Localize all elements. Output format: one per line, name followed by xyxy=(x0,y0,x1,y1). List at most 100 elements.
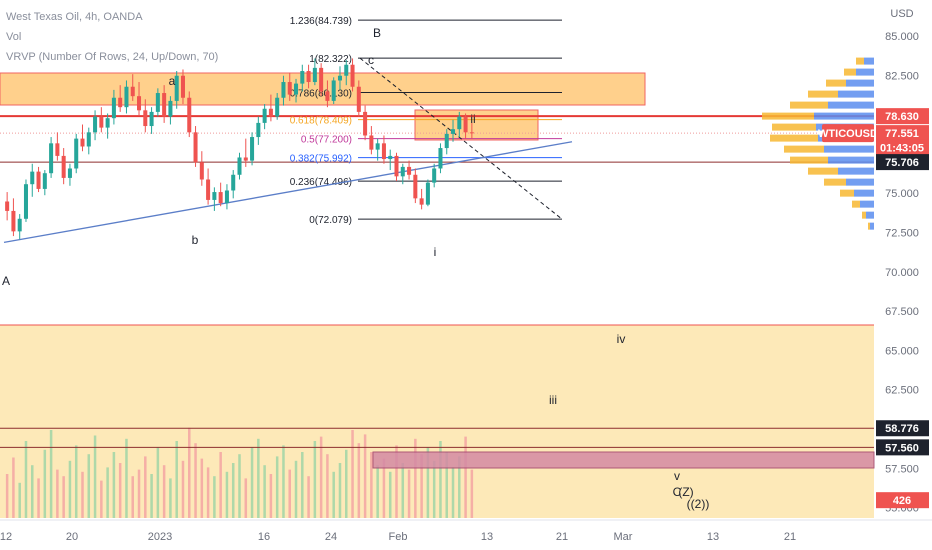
volume-bar xyxy=(307,476,310,518)
wave-label-iv: iv xyxy=(617,332,626,346)
price-tag xyxy=(876,154,929,171)
volume-bar xyxy=(257,438,260,518)
candle-body xyxy=(118,97,123,108)
candle-body xyxy=(155,93,160,112)
candle-body xyxy=(457,116,462,130)
volume-bar xyxy=(332,471,335,518)
volume-bar xyxy=(432,460,436,518)
volume-bar xyxy=(18,482,21,518)
candle-body xyxy=(42,173,47,189)
volume-bar xyxy=(470,469,474,518)
fib-label: 0.236(74.496) xyxy=(290,177,352,188)
y-tick-label: 55.000 xyxy=(885,503,919,515)
volume-bar xyxy=(388,471,392,518)
x-tick-label: 13 xyxy=(707,531,719,543)
candle-body xyxy=(363,111,368,136)
vp-down-bar xyxy=(868,222,870,230)
volume-bar xyxy=(301,452,304,518)
volume-bar xyxy=(464,436,467,518)
price-tag xyxy=(876,492,929,509)
price-tag-label: 78.630 xyxy=(885,111,919,123)
x-tick-label: 20 xyxy=(66,531,78,543)
vrvp-legend[interactable]: VRVP (Number Of Rows, 24, Up/Down, 70) xyxy=(6,51,219,63)
price-tag-label: 58.776 xyxy=(885,423,919,435)
candle-body xyxy=(419,198,424,205)
wave-label-C: C xyxy=(673,485,682,499)
vp-down-bar xyxy=(762,112,814,120)
vp-up-bar xyxy=(864,57,874,65)
volume-bar xyxy=(458,456,461,518)
wave-label-c: c xyxy=(368,53,374,67)
candle-body xyxy=(425,182,430,205)
x-tick-label: 16 xyxy=(258,531,270,543)
volume-bar xyxy=(56,469,59,518)
price-tag-label: 75.706 xyxy=(885,157,919,169)
candle-body xyxy=(61,155,66,178)
fib-label: 0(72.079) xyxy=(309,215,352,226)
candle-body xyxy=(180,75,185,98)
vp-up-bar xyxy=(856,68,874,76)
candle-body xyxy=(256,122,261,138)
volume-bar xyxy=(87,454,91,518)
vp-up-bar xyxy=(814,112,874,120)
price-tag xyxy=(876,420,929,437)
volume-bar xyxy=(288,469,291,518)
volume-bar xyxy=(100,480,103,518)
symbol-legend[interactable]: West Texas Oil, 4h, OANDA xyxy=(6,11,143,23)
volume-bar xyxy=(445,452,448,518)
wave-label-pZp: (Z) xyxy=(678,485,693,499)
y-tick-label: 75.000 xyxy=(885,188,919,200)
fib-diagonal xyxy=(359,57,563,220)
symbol-tag xyxy=(822,124,874,143)
vp-down-bar xyxy=(772,123,816,131)
volume-bar xyxy=(137,469,141,518)
candle-body xyxy=(105,118,110,128)
x-tick-label: 24 xyxy=(325,531,337,543)
candle-body xyxy=(11,210,16,232)
candle-body xyxy=(30,171,35,185)
candle-body xyxy=(99,116,104,128)
candle-body xyxy=(49,143,54,174)
volume-bar xyxy=(263,465,266,518)
candle-body xyxy=(369,135,374,150)
volume-bar xyxy=(275,456,279,518)
candle-body xyxy=(130,86,135,97)
x-tick-label: 21 xyxy=(784,531,796,543)
volume-bar xyxy=(363,434,367,518)
volume-bar xyxy=(313,441,317,518)
candle-body xyxy=(388,155,393,160)
volume-bar xyxy=(62,476,65,518)
symbol-tag-label: WTICOUSD xyxy=(818,128,878,140)
candle-body xyxy=(407,166,412,175)
candle-body xyxy=(331,80,336,101)
candle-body xyxy=(294,83,299,95)
volume-bar xyxy=(376,465,379,518)
candle-body xyxy=(137,96,142,111)
price-tag xyxy=(876,139,929,156)
candle-body xyxy=(375,143,380,150)
vp-down-bar xyxy=(826,79,846,87)
wave-ii-zone xyxy=(414,109,539,141)
candle-body xyxy=(281,82,286,98)
candle-body xyxy=(93,116,98,133)
candle-body xyxy=(469,132,474,134)
vp-up-bar xyxy=(846,79,874,87)
volume-bar xyxy=(74,445,78,518)
volume-bar xyxy=(125,438,128,518)
volume-bar xyxy=(338,463,342,518)
volume-bar xyxy=(43,449,47,518)
x-tick-label: 12 xyxy=(0,531,12,543)
candle-body xyxy=(287,82,292,95)
candle-body xyxy=(143,110,148,127)
volume-legend[interactable]: Vol xyxy=(6,31,22,43)
candle-body xyxy=(394,155,399,177)
volume-bar xyxy=(231,463,235,518)
x-tick-label: Feb xyxy=(389,531,408,543)
vp-up-bar xyxy=(860,200,874,208)
wave-label-iii: iii xyxy=(549,393,557,407)
volume-bar xyxy=(131,476,134,518)
volume-bar xyxy=(169,478,172,518)
volume-bar xyxy=(12,457,15,518)
